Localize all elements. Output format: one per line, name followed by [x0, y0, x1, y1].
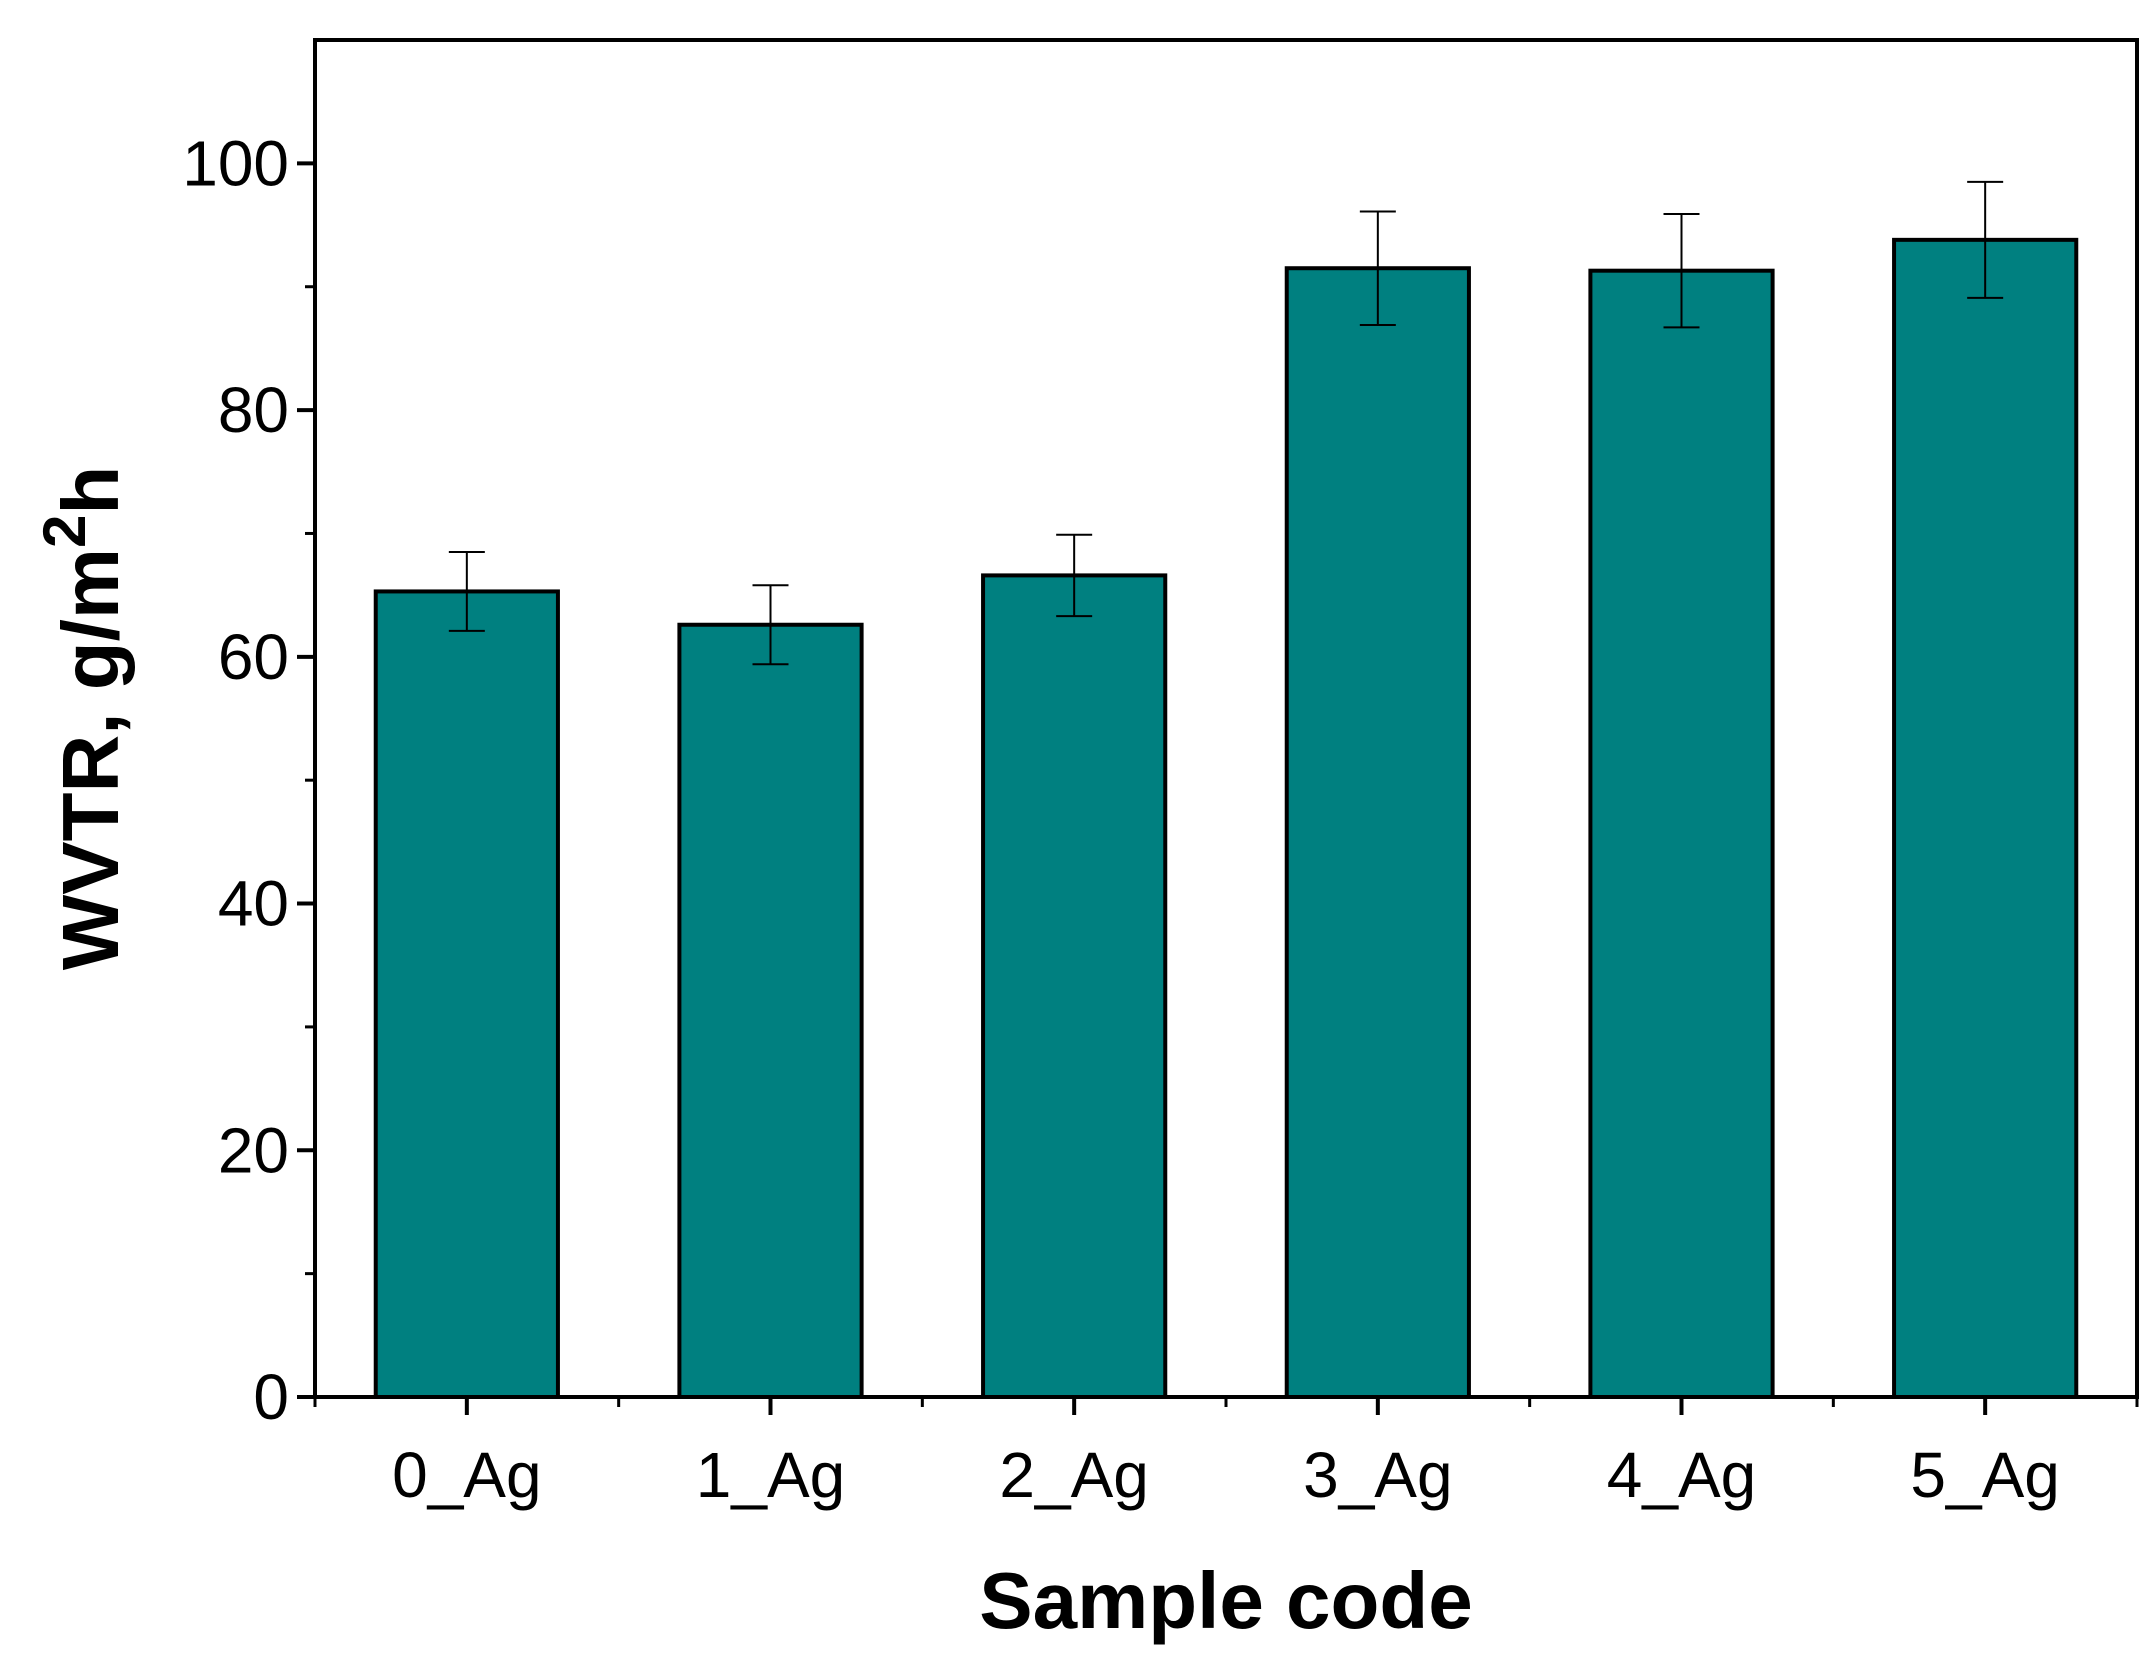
y-axis-title: WVTR, g/m2h — [31, 466, 136, 970]
y-tick-label-40: 40 — [218, 868, 289, 940]
y-tick-label-100: 100 — [182, 127, 289, 199]
bars-group — [373, 237, 2079, 1400]
error-bars-group — [448, 180, 2004, 666]
y-axis-ticks: 0 20 40 60 80 100 — [182, 127, 315, 1433]
y-tick-label-80: 80 — [218, 374, 289, 446]
bar-3_Ag — [1284, 266, 1471, 1399]
y-tick-label-20: 20 — [218, 1114, 289, 1186]
bar-1_Ag — [677, 622, 864, 1399]
bar-4_Ag — [1588, 268, 1775, 1400]
x-tick-label-5_Ag: 5_Ag — [1910, 1439, 2059, 1511]
bar-0_Ag — [373, 589, 560, 1399]
y-tick-label-0: 0 — [253, 1361, 289, 1433]
x-axis-ticks: 0_Ag 1_Ag 2_Ag 3_Ag 4_Ag 5_Ag — [313, 1397, 2139, 1511]
bar-5_Ag — [1892, 237, 2079, 1399]
y-axis-title-tail: h — [46, 466, 135, 515]
y-axis-title-superscript: 2 — [31, 515, 98, 548]
bar-2_Ag — [981, 573, 1168, 1399]
y-axis-title-main: WVTR, g/m — [46, 548, 135, 970]
y-tick-label-60: 60 — [218, 621, 289, 693]
x-tick-label-4_Ag: 4_Ag — [1607, 1439, 1756, 1511]
x-tick-label-0_Ag: 0_Ag — [392, 1439, 541, 1511]
x-tick-label-2_Ag: 2_Ag — [999, 1439, 1148, 1511]
plot-frame — [313, 38, 2139, 1399]
x-tick-label-1_Ag: 1_Ag — [696, 1439, 845, 1511]
x-axis-title: Sample code — [979, 1556, 1473, 1645]
x-tick-label-3_Ag: 3_Ag — [1303, 1439, 1452, 1511]
